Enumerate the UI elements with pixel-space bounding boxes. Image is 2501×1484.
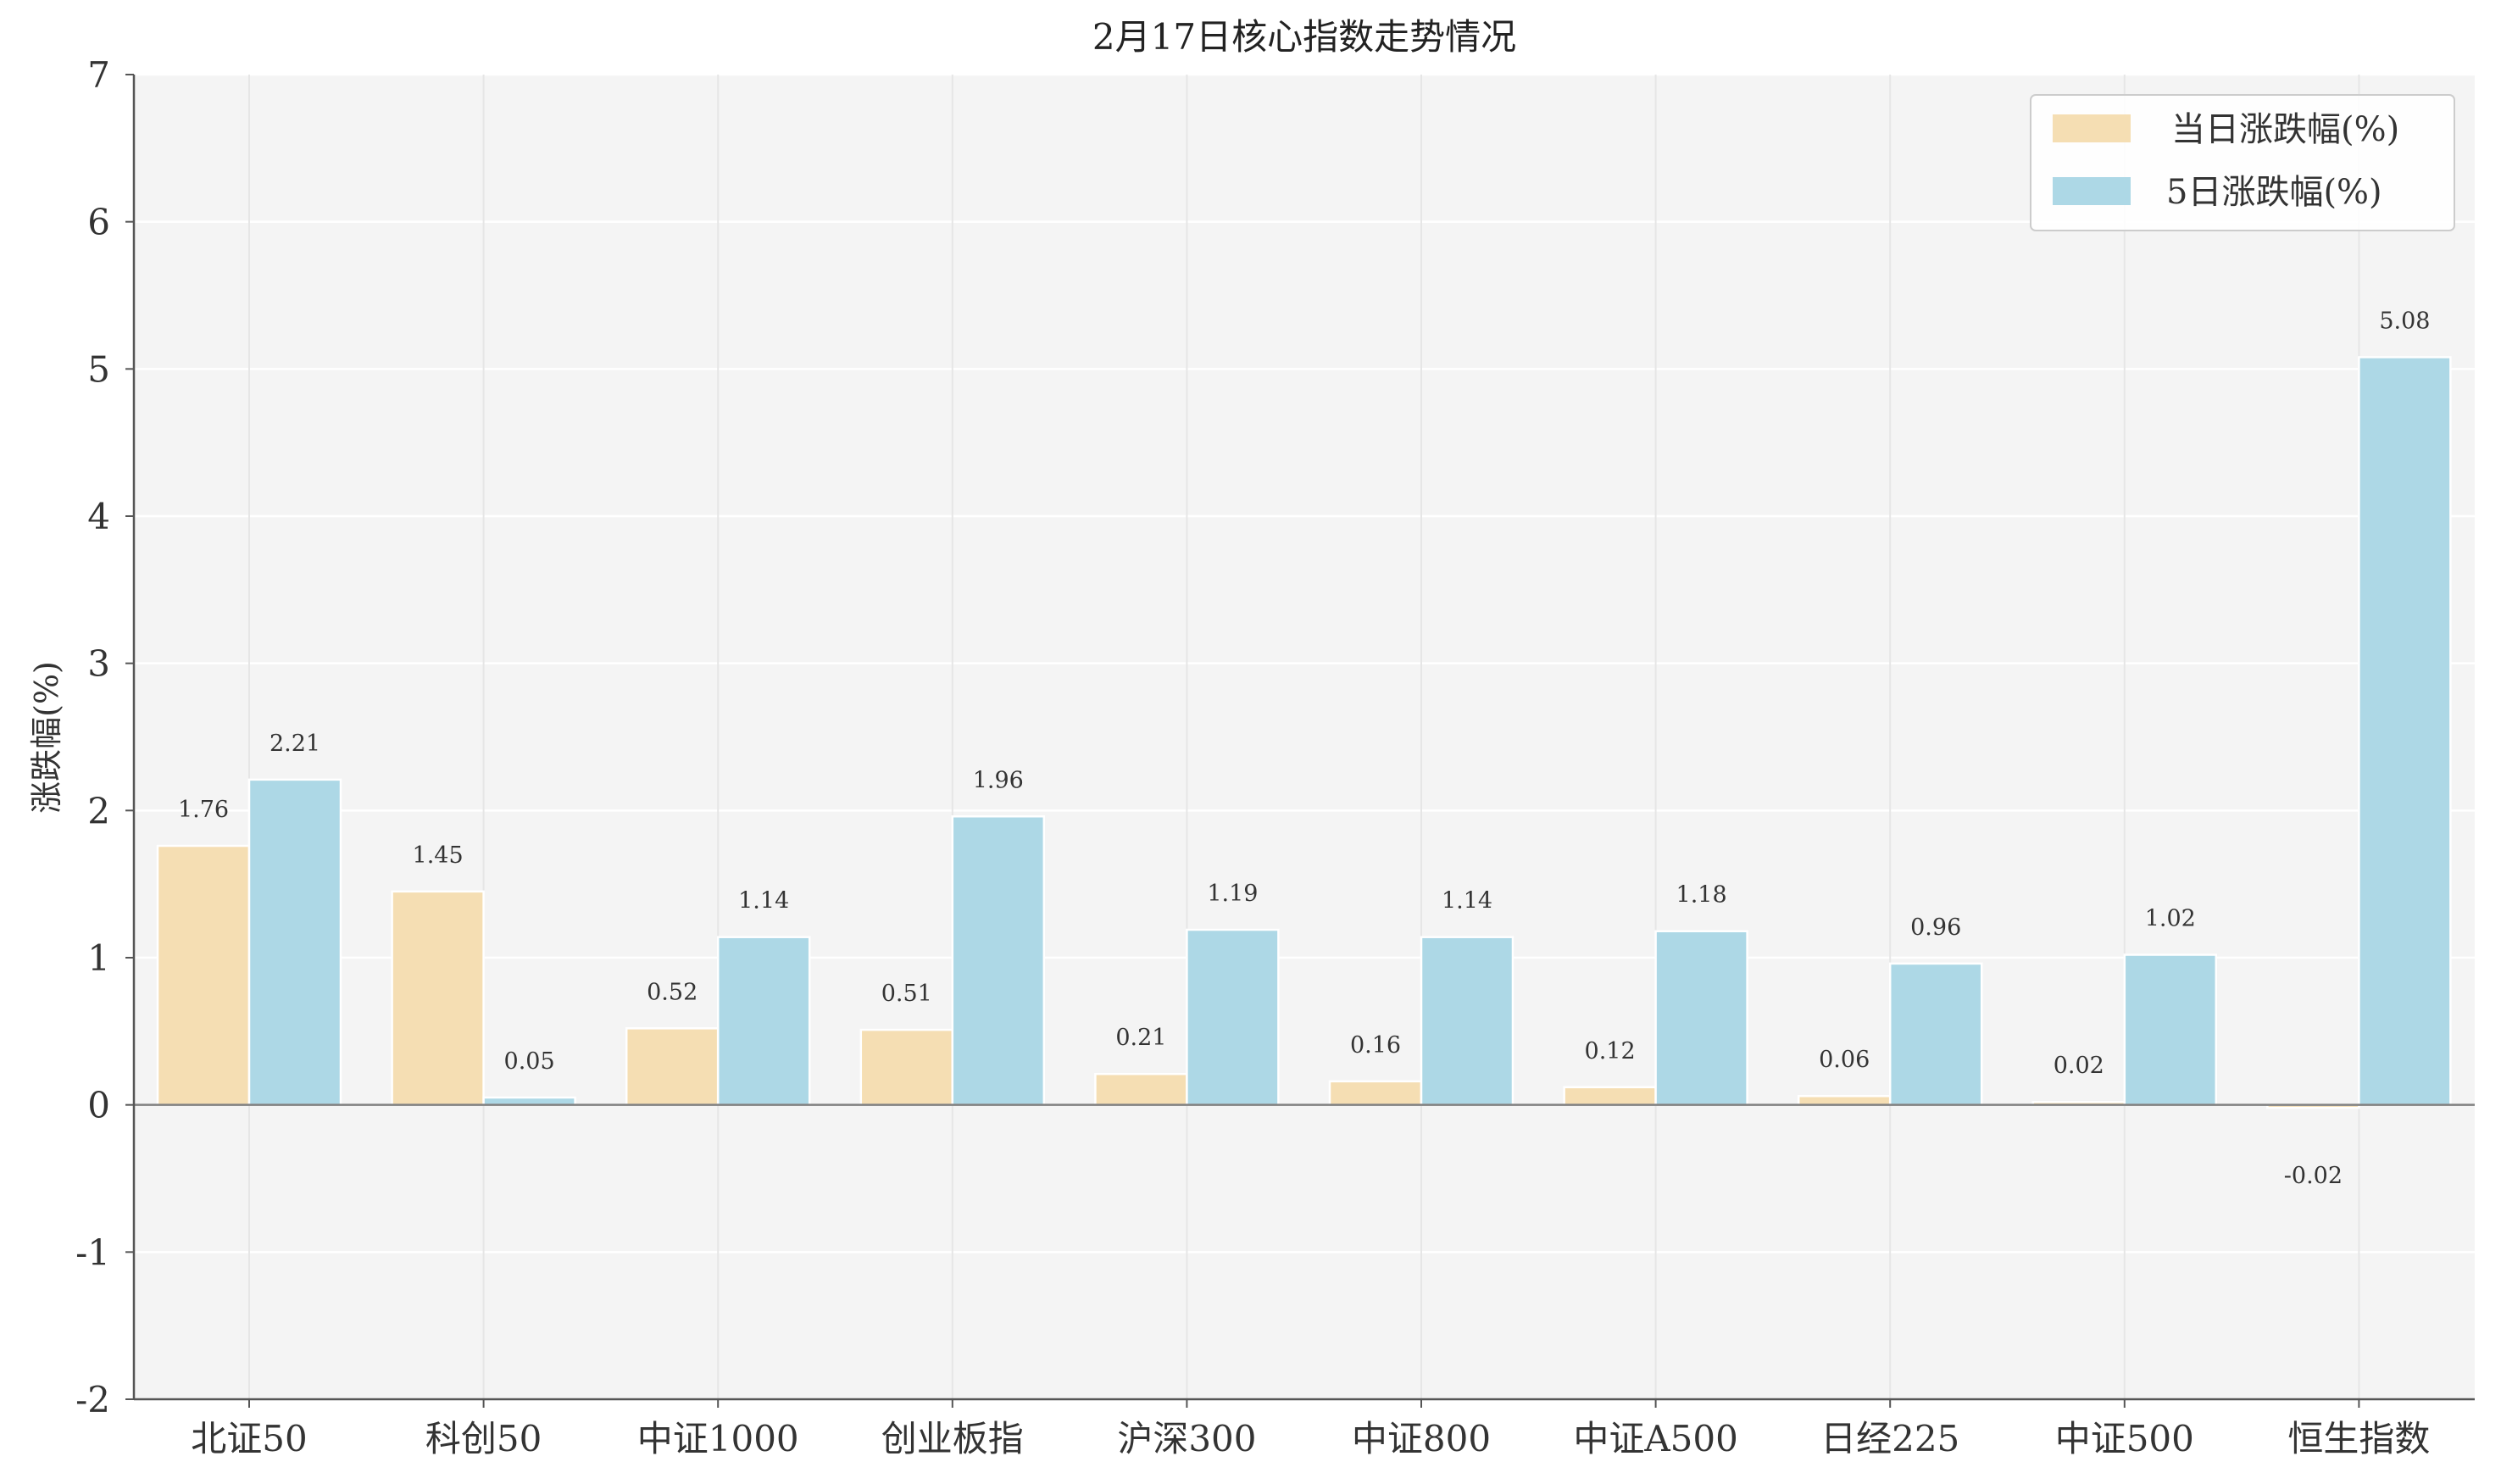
y-tick-label: 7 (87, 54, 110, 96)
data-labels: 1.76 1.45 0.52 0.51 0.21 0.16 0.12 0.06 0.02 -0.0… (178, 308, 2431, 1189)
data-label-daily-4: 0.21 (1115, 1025, 1166, 1051)
legend-label-daily: 当日涨跌幅(%) (2171, 110, 2399, 149)
y-tick-label: -2 (75, 1379, 110, 1420)
bar-5day-7 (1888, 962, 1983, 1106)
data-label-daily-0: 1.76 (178, 797, 229, 823)
x-tick-labels: 北证50 科创50 中证1000 创业板指 沪深300 中证800 中证A500 日经225 中… (191, 1399, 2430, 1459)
legend-swatch-daily (2053, 114, 2131, 142)
y-tick-label: -1 (75, 1231, 110, 1273)
data-label-daily-9: -0.02 (2284, 1163, 2343, 1189)
x-tick-label: 中证500 (2055, 1418, 2194, 1459)
legend-swatch-5day (2053, 177, 2131, 205)
y-tick-label: 3 (87, 643, 110, 685)
y-tick-label: 4 (87, 496, 110, 537)
plot-background (134, 75, 2475, 1399)
y-tick-label: 5 (87, 348, 110, 390)
data-label-5day-9: 5.08 (2379, 308, 2430, 334)
bar-5day-5 (1420, 936, 1514, 1106)
bar-daily-5 (1328, 1080, 1423, 1106)
data-label-daily-2: 0.52 (647, 979, 698, 1005)
x-tick-label: 恒生指数 (2287, 1418, 2430, 1459)
data-label-5day-2: 1.14 (738, 888, 789, 914)
chart-title: 2月17日核心指数走势情况 (1092, 16, 1516, 58)
y-tick-label: 6 (87, 202, 110, 243)
bar-5day-4 (1186, 928, 1280, 1106)
x-tick-label: 沪深300 (1117, 1418, 1256, 1459)
y-tick-label: 1 (87, 937, 110, 979)
x-tick-label: 中证A500 (1573, 1418, 1738, 1459)
data-label-5day-3: 1.96 (973, 767, 1024, 793)
bar-daily-1 (391, 890, 485, 1106)
bars (156, 356, 2452, 1109)
bar-daily-3 (859, 1028, 954, 1106)
bar-daily-0 (156, 844, 251, 1106)
data-label-daily-3: 0.51 (881, 981, 932, 1007)
x-tick-label: 创业板指 (881, 1418, 1024, 1459)
legend-label-5day: 5日涨跌幅(%) (2166, 173, 2382, 212)
bar-5day-8 (2123, 953, 2218, 1106)
bar-5day-9 (2358, 356, 2452, 1106)
x-tick-label: 科创50 (425, 1418, 542, 1459)
bar-daily-7 (1797, 1094, 1892, 1106)
data-label-daily-8: 0.02 (2054, 1053, 2104, 1079)
data-label-daily-5: 0.16 (1350, 1032, 1401, 1059)
bar-5day-1 (482, 1096, 576, 1106)
bar-daily-2 (625, 1027, 720, 1106)
x-tick-label: 中证800 (1352, 1418, 1491, 1459)
data-label-5day-1: 0.05 (504, 1048, 555, 1075)
data-label-5day-4: 1.19 (1207, 881, 1258, 907)
data-label-5day-7: 0.96 (1910, 914, 1961, 941)
bar-5day-2 (716, 936, 811, 1106)
legend-box (2030, 94, 2455, 231)
data-label-daily-7: 0.06 (1819, 1047, 1870, 1073)
data-label-daily-1: 1.45 (413, 842, 464, 869)
y-tick-labels: -2 -1 0 1 2 3 4 5 6 7 (75, 54, 134, 1420)
y-axis-label: 涨跌幅(%) (28, 661, 65, 814)
axes (132, 75, 2475, 1401)
data-label-5day-0: 2.21 (270, 731, 320, 757)
bar-5day-3 (951, 815, 1046, 1106)
grid-lines (134, 73, 2475, 1399)
data-label-daily-6: 0.12 (1585, 1038, 1636, 1064)
bar-5day-0 (247, 778, 342, 1106)
y-tick-label: 0 (87, 1085, 110, 1126)
x-tick-label: 日经225 (1820, 1418, 1959, 1459)
bar-daily-6 (1563, 1086, 1657, 1106)
y-tick-label: 2 (87, 790, 110, 831)
data-label-5day-5: 1.14 (1442, 888, 1492, 914)
legend: 当日涨跌幅(%) 5日涨跌幅(%) (2030, 94, 2455, 231)
data-label-5day-8: 1.02 (2145, 906, 2196, 932)
bar-5day-6 (1654, 930, 1748, 1106)
x-tick-label: 北证50 (191, 1418, 307, 1459)
x-tick-label: 中证1000 (637, 1418, 799, 1459)
data-label-5day-6: 1.18 (1676, 882, 1727, 909)
bar-daily-4 (1094, 1072, 1188, 1106)
